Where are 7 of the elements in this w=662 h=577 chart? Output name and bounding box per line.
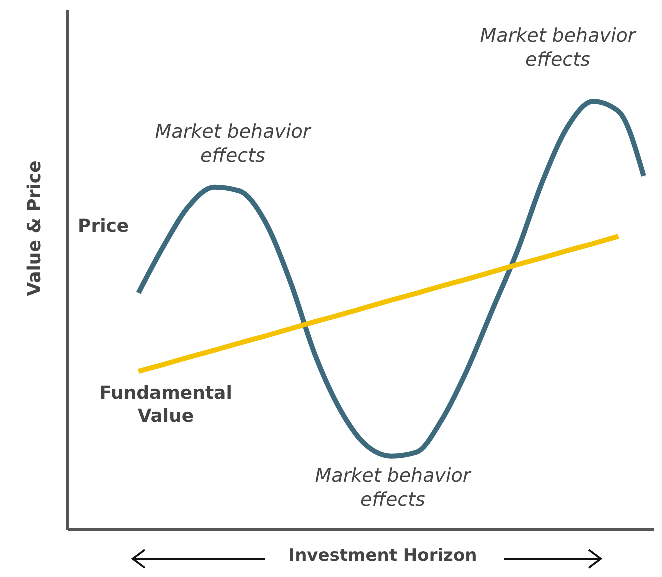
text: Fundamental Value: [98, 382, 234, 428]
y-axis-title: Value & Price: [24, 160, 46, 298]
annotation: Market behavior effects: [154, 120, 313, 168]
series-label: Price: [78, 215, 130, 238]
text: Market behavior effects: [479, 24, 638, 72]
x-axis-title: Investment Horizon: [288, 546, 478, 566]
annotation: Market behavior effects: [314, 464, 473, 512]
